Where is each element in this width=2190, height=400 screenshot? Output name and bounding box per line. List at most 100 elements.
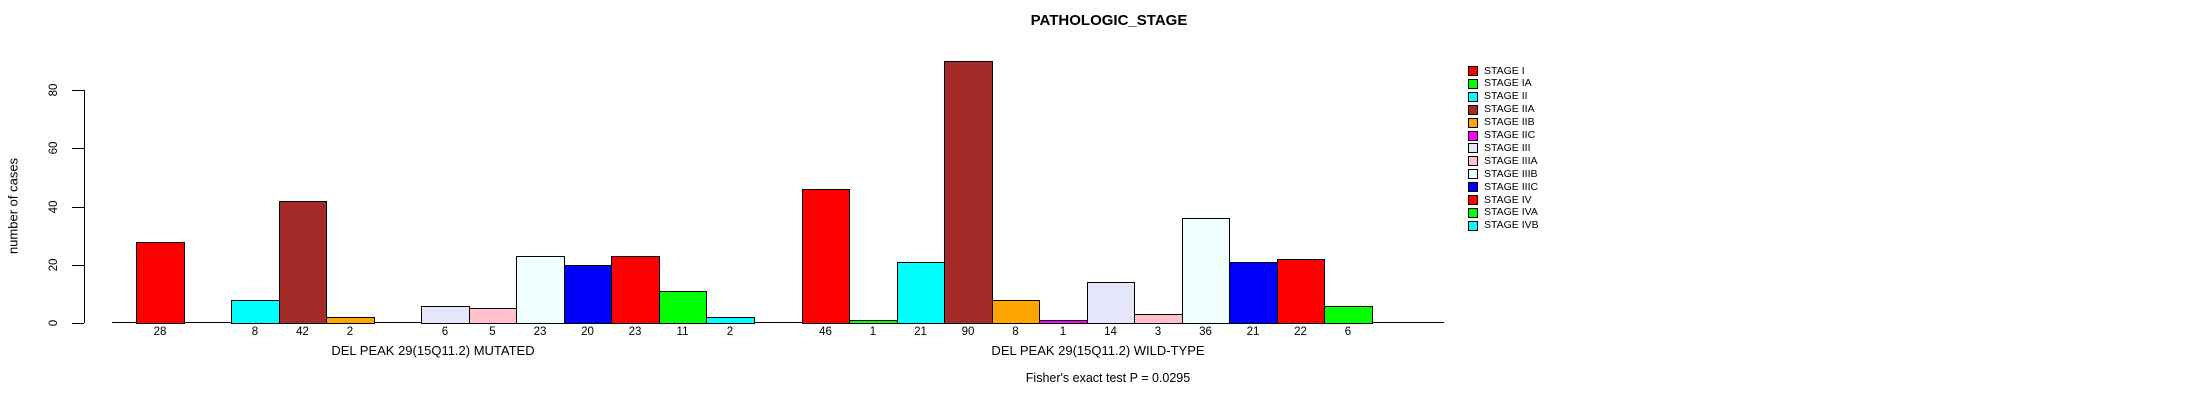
x-axis-label-mutated: DEL PEAK 29(15Q11.2) MUTATED (331, 343, 535, 358)
bar-mutated-stage-ivb (706, 317, 755, 324)
bar-mutated-stage-iiia (469, 308, 517, 324)
legend-swatch-stage-iiia (1468, 156, 1478, 167)
legend-entry-stage-ivb: STAGE IVB (1468, 220, 1558, 233)
fisher-test-annotation: Fisher's exact test P = 0.0295 (1025, 371, 1191, 385)
bar-wild-type-stage-iv (1277, 259, 1325, 324)
legend-label-stage-ivb: STAGE IVB (1484, 219, 1539, 232)
bar-value-mutated-stage-iiia: 5 (489, 326, 496, 338)
legend-swatch-stage-iii (1468, 143, 1478, 154)
legend-entry-stage-iva: STAGE IVA (1468, 207, 1558, 220)
legend-label-stage-iiic: STAGE IIIC (1484, 180, 1539, 193)
bar-value-mutated-stage-iv: 23 (628, 326, 642, 338)
bar-value-wild-type-stage-iva: 6 (1344, 326, 1352, 338)
y-tick-60 (72, 148, 84, 150)
bar-mutated-stage-iiib (516, 256, 565, 324)
legend-entry-stage-ii: STAGE II (1468, 91, 1558, 104)
bar-value-mutated-stage-iib: 2 (346, 326, 354, 338)
legend-label-stage-i: STAGE I (1484, 64, 1525, 77)
legend-swatch-stage-iv (1468, 195, 1478, 205)
chart-title: PATHOLOGIC_STAGE (1030, 12, 1188, 29)
legend-entry-stage-iiib: STAGE IIIB (1468, 168, 1558, 181)
bar-wild-type-stage-iic (1039, 320, 1088, 324)
legend-label-stage-iia: STAGE IIA (1484, 103, 1535, 116)
y-tick-80 (72, 90, 84, 92)
bar-wild-type-stage-iiia (1134, 314, 1183, 324)
bar-mutated-stage-iva (659, 291, 707, 324)
bar-value-mutated-stage-ivb: 2 (726, 326, 734, 338)
bar-wild-type-stage-iiib (1182, 218, 1230, 324)
bar-value-wild-type-stage-iib: 8 (1012, 326, 1019, 338)
y-axis-title: number of cases (5, 157, 21, 255)
legend-entry-stage-i: STAGE I (1468, 65, 1558, 78)
bar-wild-type-stage-i (802, 189, 850, 324)
legend-entry-stage-iic: STAGE IIC (1468, 129, 1558, 143)
bar-mutated-stage-iia (279, 201, 327, 324)
bar-wild-type-stage-ia (849, 320, 898, 324)
legend-swatch-stage-i (1468, 66, 1478, 76)
bar-wild-type-stage-iia (944, 61, 993, 324)
legend-swatch-stage-iic (1468, 130, 1478, 141)
bar-value-wild-type-stage-iiia: 3 (1154, 326, 1162, 338)
y-axis-line (84, 90, 85, 323)
y-tick-label-80: 80 (48, 83, 60, 97)
legend-label-stage-iiia: STAGE IIIA (1484, 154, 1538, 167)
legend: STAGE I STAGE IA STAGE II STAGE IIA STAGE II… (1468, 65, 1558, 235)
legend-entry-stage-iv: STAGE IV (1468, 194, 1558, 207)
legend-entry-stage-iiia: STAGE IIIA (1468, 155, 1558, 168)
y-tick-label-0: 0 (48, 319, 60, 327)
y-tick-label-60: 60 (48, 141, 60, 155)
legend-entry-stage-iia: STAGE IIA (1468, 104, 1558, 117)
bar-value-wild-type-stage-iii: 14 (1104, 326, 1117, 338)
bar-value-wild-type-stage-i: 46 (819, 326, 832, 338)
bar-wild-type-stage-iva (1324, 306, 1373, 324)
legend-swatch-stage-ia (1468, 78, 1478, 89)
y-tick-0 (72, 323, 84, 324)
bar-value-mutated-stage-iia: 42 (296, 326, 309, 338)
bar-value-mutated-stage-iiic: 20 (581, 326, 594, 338)
bar-wild-type-stage-iib (992, 300, 1040, 324)
y-tick-20 (72, 264, 84, 266)
bar-wild-type-stage-iiic (1229, 262, 1278, 324)
bar-value-wild-type-stage-iiib: 36 (1199, 326, 1212, 338)
bar-value-wild-type-stage-ii: 21 (914, 326, 927, 338)
bar-value-wild-type-stage-iia: 90 (961, 326, 975, 338)
legend-label-stage-ii: STAGE II (1484, 90, 1528, 103)
bar-value-wild-type-stage-iic: 1 (1059, 326, 1067, 338)
x-axis-label-wild-type: DEL PEAK 29(15Q11.2) WILD-TYPE (991, 343, 1205, 358)
legend-entry-stage-iib: STAGE IIB (1468, 117, 1558, 130)
legend-swatch-stage-iiib (1468, 169, 1478, 180)
y-tick-label-20: 20 (48, 258, 60, 272)
legend-swatch-stage-iia (1468, 104, 1478, 115)
y-tick-label-40: 40 (48, 200, 60, 213)
legend-swatch-stage-ii (1468, 91, 1478, 102)
bar-mutated-stage-iv (611, 256, 660, 324)
legend-label-stage-iib: STAGE IIB (1484, 116, 1535, 129)
bar-value-wild-type-stage-iv: 22 (1294, 326, 1307, 338)
bar-mutated-stage-ii (231, 300, 280, 324)
legend-entry-stage-iii: STAGE III (1468, 142, 1558, 155)
legend-label-stage-iic: STAGE IIC (1484, 129, 1536, 141)
legend-swatch-stage-iva (1468, 207, 1478, 218)
legend-entry-stage-iiic: STAGE IIIC (1468, 181, 1558, 194)
bar-mutated-stage-i (136, 242, 185, 324)
bar-value-mutated-stage-iii: 6 (441, 326, 449, 338)
legend-swatch-stage-iiic (1468, 182, 1478, 193)
legend-swatch-stage-iib (1468, 117, 1478, 128)
bar-value-mutated-stage-ii: 8 (251, 326, 259, 338)
y-tick-40 (72, 206, 84, 208)
legend-label-stage-iiib: STAGE IIIB (1484, 167, 1538, 180)
legend-label-stage-iva: STAGE IVA (1484, 206, 1538, 219)
bar-wild-type-stage-iii (1087, 282, 1135, 324)
bar-value-wild-type-stage-ia: 1 (869, 326, 877, 338)
bar-mutated-stage-iii (421, 306, 470, 324)
legend-entry-stage-ia: STAGE IA (1468, 78, 1558, 91)
legend-swatch-stage-ivb (1468, 220, 1478, 231)
bar-mutated-stage-iiic (564, 265, 612, 324)
legend-label-stage-iii: STAGE III (1484, 141, 1531, 154)
bar-mutated-stage-iib (326, 317, 375, 324)
bar-value-mutated-stage-iva: 11 (676, 326, 689, 338)
bar-wild-type-stage-ii (897, 262, 945, 324)
bar-value-mutated-stage-i: 28 (153, 326, 167, 338)
bar-value-wild-type-stage-iiic: 21 (1246, 326, 1260, 338)
